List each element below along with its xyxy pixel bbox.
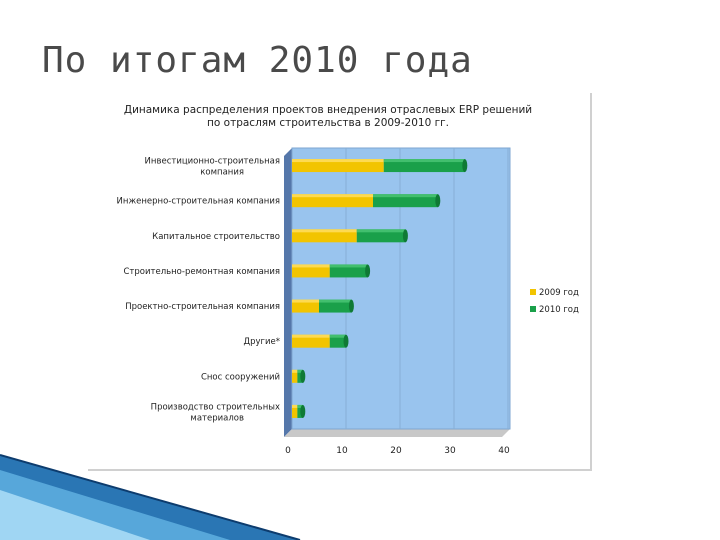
bar-2010-highlight — [383, 159, 465, 163]
legend-swatch-2010 — [530, 306, 536, 312]
bar-end-cap — [300, 404, 306, 418]
x-tick-label: 30 — [444, 446, 456, 456]
bar-2010-highlight — [319, 299, 352, 303]
bar-2010 — [373, 194, 438, 208]
bar-2009 — [292, 299, 319, 313]
bar-2010-highlight — [297, 404, 303, 408]
bar-2009 — [292, 194, 373, 208]
category-label: Строительно-ремонтная компания — [124, 267, 281, 277]
bar-end-cap — [348, 299, 354, 313]
bar-2010 — [329, 264, 368, 278]
bar-2010 — [297, 404, 303, 418]
bar-2009 — [292, 264, 330, 278]
bar-2009-highlight — [292, 404, 298, 408]
bar-2009-highlight — [292, 229, 357, 233]
bar-end-cap — [343, 334, 349, 348]
bar-2009-highlight — [292, 194, 373, 198]
bar-end-cap — [462, 159, 468, 173]
bar-2009 — [292, 404, 298, 418]
bar-2010-highlight — [329, 334, 346, 338]
category-label: Другие* — [243, 337, 280, 347]
legend-swatch-2009 — [530, 289, 536, 295]
bar-end-cap — [300, 369, 306, 383]
bar-2010 — [319, 299, 352, 313]
bar-end-cap — [402, 229, 408, 243]
bar-2009 — [292, 159, 384, 173]
category-label: Проектно-строительная компания — [125, 302, 280, 312]
bar-2010 — [383, 159, 465, 173]
bar-2009 — [292, 334, 330, 348]
bar-end-cap — [435, 194, 441, 208]
bar-2010 — [329, 334, 346, 348]
bar-2010-highlight — [297, 369, 303, 373]
bar-2009-highlight — [292, 299, 319, 303]
plot-floor — [284, 429, 510, 437]
bar-2010-highlight — [329, 264, 368, 268]
legend-label-2010: 2010 год — [539, 305, 579, 315]
category-label: Инвестиционно-строительная компания — [145, 157, 280, 178]
bar-2009-highlight — [292, 159, 384, 163]
plot-left-wall — [284, 148, 292, 437]
legend-label-2009: 2009 год — [539, 288, 579, 298]
bar-chart: Динамика распределения проектов внедрени… — [117, 104, 579, 456]
category-label: Инженерно-строительная компания — [117, 197, 280, 207]
x-tick-label: 0 — [285, 446, 291, 456]
bar-2009-highlight — [292, 264, 330, 268]
category-label: Производство строительных материалов — [151, 402, 280, 423]
bar-2009-highlight — [292, 334, 330, 338]
bar-2009 — [292, 369, 298, 383]
bar-2010 — [297, 369, 303, 383]
bar-2010-highlight — [356, 229, 406, 233]
bar-2010 — [356, 229, 406, 243]
bar-end-cap — [365, 264, 371, 278]
bar-2009-highlight — [292, 369, 298, 373]
bar-2009 — [292, 229, 357, 243]
category-label: Капитальное строительство — [152, 232, 280, 242]
slide-title: По итогам 2010 года — [42, 40, 473, 81]
x-tick-label: 20 — [390, 446, 402, 456]
bar-2010-highlight — [373, 194, 438, 198]
x-tick-label: 40 — [498, 446, 510, 456]
chart-container: Динамика распределения проектов внедрени… — [88, 93, 592, 471]
x-tick-label: 10 — [336, 446, 348, 456]
category-label: Снос сооружений — [201, 372, 280, 382]
chart-title: Динамика распределения проектов внедрени… — [124, 104, 532, 129]
